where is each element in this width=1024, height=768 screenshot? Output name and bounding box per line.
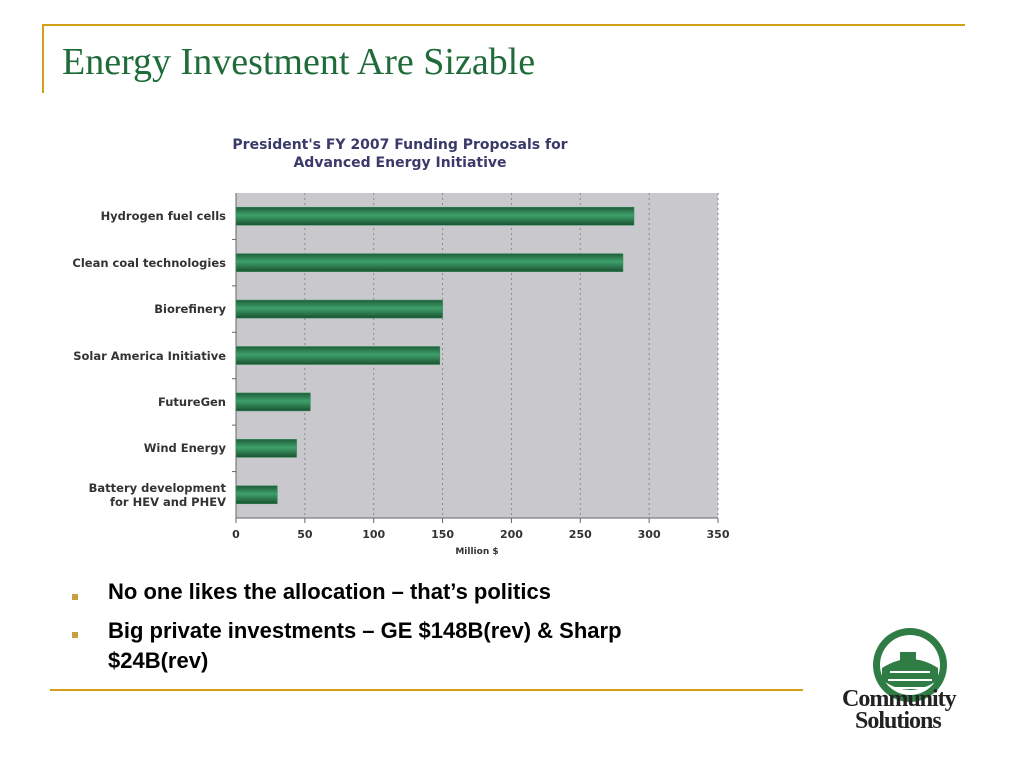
y-tick-label: Wind Energy xyxy=(143,441,226,456)
x-tick-label: 350 xyxy=(707,528,730,541)
x-tick-label: 100 xyxy=(362,528,385,541)
bullet-icon xyxy=(72,632,78,638)
x-tick-label: 250 xyxy=(569,528,592,541)
y-tick-label: FutureGen xyxy=(157,394,226,409)
x-tick-label: 200 xyxy=(500,528,523,541)
y-tick-label: Clean coal technologies xyxy=(72,255,226,270)
bar xyxy=(235,346,441,365)
x-tick-label: 0 xyxy=(232,528,240,541)
bar xyxy=(235,439,297,458)
chart: 0 50 100 150 200 250 300 350 Million $ xyxy=(232,193,730,557)
x-axis-label: Million $ xyxy=(455,547,498,557)
logo-text: Solutions xyxy=(855,708,942,734)
x-tick-label: 300 xyxy=(638,528,661,541)
slide-title: Energy Investment Are Sizable xyxy=(62,41,536,83)
bar xyxy=(235,392,311,412)
y-tick-label: Solar America Initiative xyxy=(73,348,226,363)
bullet-text: No one likes the allocation – that’s pol… xyxy=(108,579,551,604)
chart-title: President's FY 2007 Funding Proposals fo… xyxy=(232,137,568,171)
bar xyxy=(235,206,635,226)
bar xyxy=(235,253,624,272)
bullet-text: Big private investments – GE $148B(rev) … xyxy=(108,618,622,673)
y-tick-label: Biorefinery xyxy=(154,302,226,317)
y-tick-label: Battery development for HEV and PHEV xyxy=(88,480,226,509)
logo-text: Community xyxy=(842,686,957,712)
x-tick-label: 50 xyxy=(297,528,313,541)
y-tick-label: Hydrogen fuel cells xyxy=(100,209,226,224)
bullet-icon xyxy=(72,594,78,600)
logo-mark xyxy=(873,628,947,702)
bar xyxy=(235,485,278,505)
bar xyxy=(235,299,443,319)
x-tick-label: 150 xyxy=(431,528,454,541)
